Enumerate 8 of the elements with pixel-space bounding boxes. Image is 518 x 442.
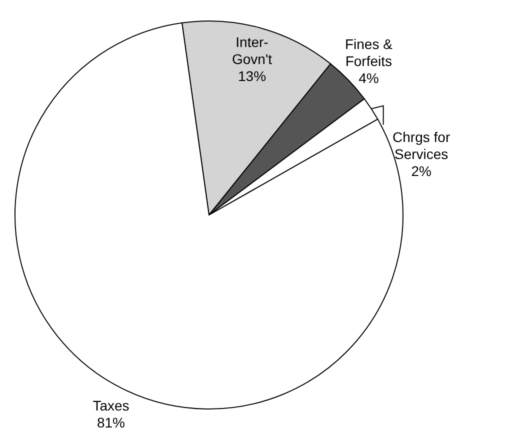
- data-label: 81%: [96, 414, 125, 431]
- data-label: 4%: [358, 70, 379, 86]
- slice-label: Fines & Forfeits: [344, 36, 394, 69]
- data-label: 2%: [411, 162, 432, 179]
- data-label: 13%: [238, 68, 266, 84]
- slice-label: Inter-Govn't: [232, 34, 272, 67]
- slice-label: Taxes: [92, 398, 130, 414]
- slice-label: Chrgs for Services: [392, 128, 450, 162]
